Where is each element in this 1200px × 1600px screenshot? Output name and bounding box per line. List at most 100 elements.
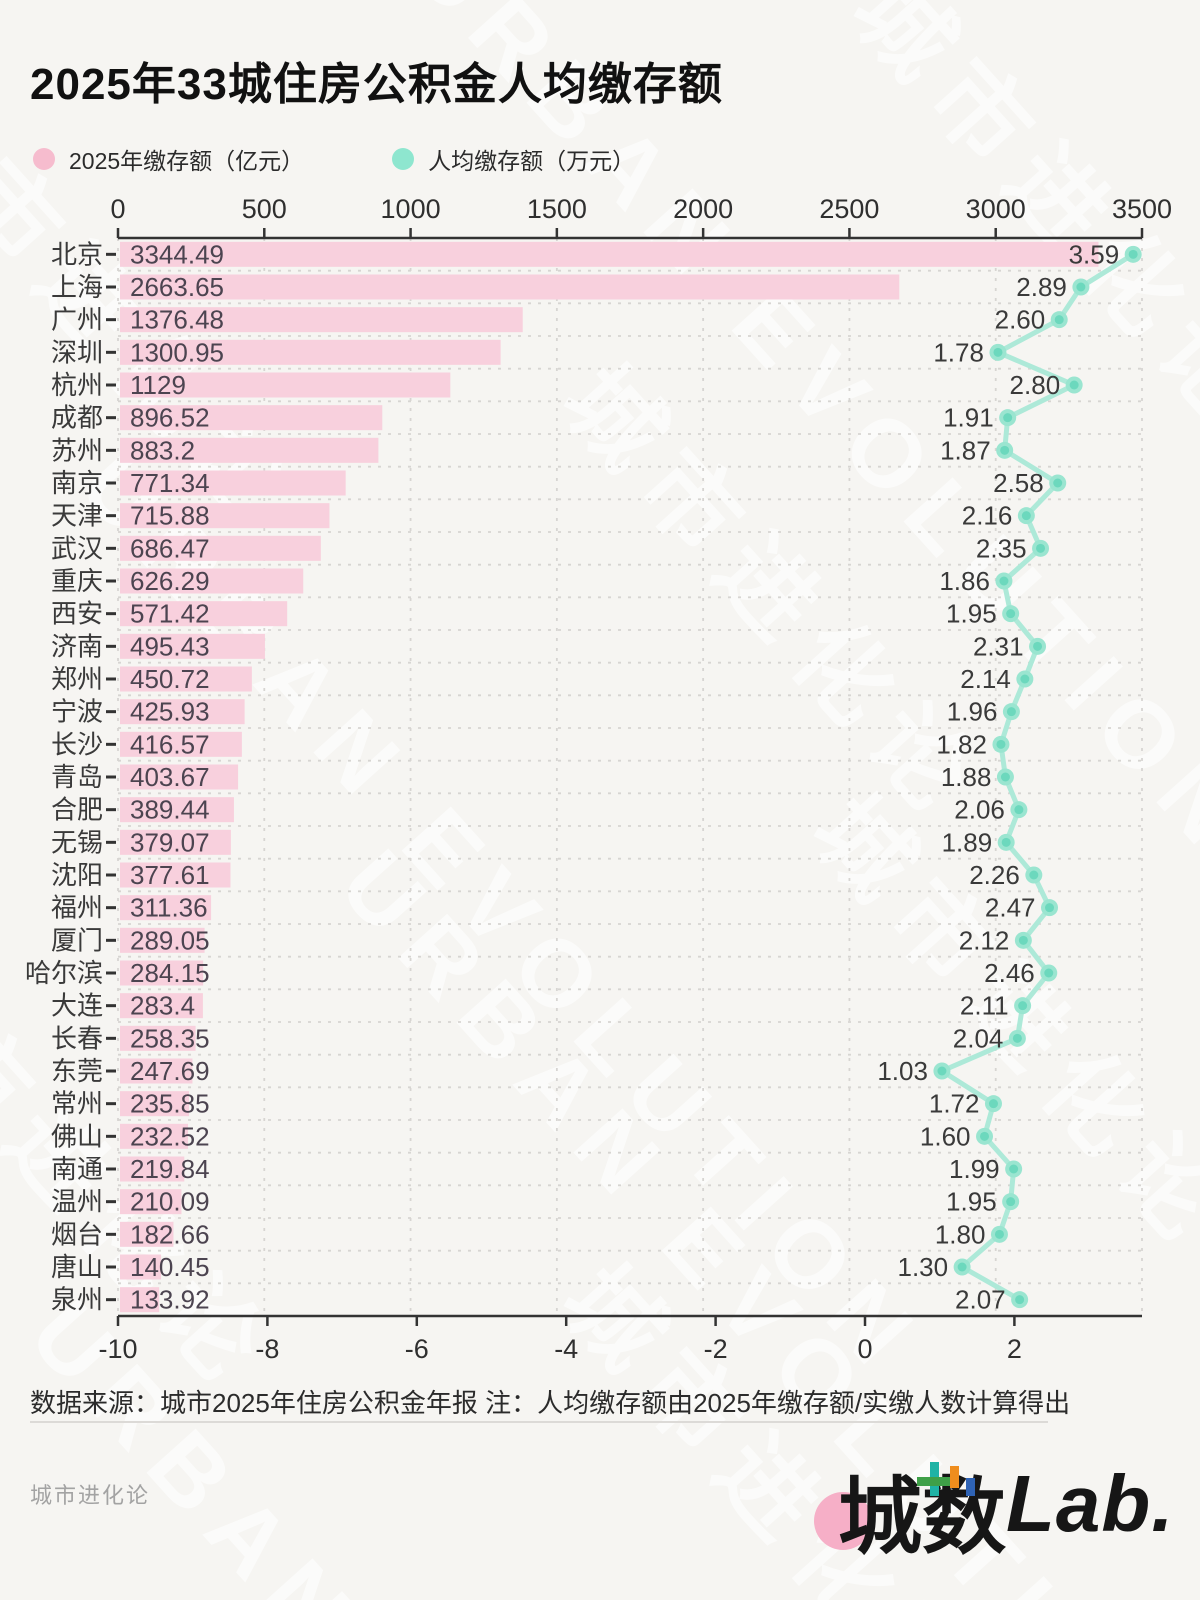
per-capita-value-label: 2.46 [984, 958, 1035, 988]
per-capita-value-label: 1.30 [898, 1252, 949, 1282]
city-label: 杭州 [51, 370, 103, 400]
per-capita-value-label: 1.78 [933, 337, 984, 367]
per-capita-dot-center [1128, 249, 1138, 259]
top-axis-tick-label: 500 [242, 194, 287, 224]
bar-value-label: 771.34 [130, 468, 210, 498]
city-label: 南京 [51, 468, 103, 498]
bar [120, 633, 265, 659]
per-capita-value-label: 2.06 [954, 795, 1005, 825]
per-capita-value-label: 2.80 [1010, 370, 1061, 400]
bar-value-label: 219.84 [130, 1154, 210, 1184]
bar [120, 731, 242, 757]
logo-accent-green [917, 1477, 955, 1486]
per-capita-value-label: 1.72 [929, 1089, 980, 1119]
per-capita-value-label: 1.95 [946, 599, 997, 629]
city-label: 天津 [51, 501, 103, 531]
bar [120, 1189, 182, 1215]
city-label: 苏州 [51, 435, 103, 465]
city-label: 唐山 [51, 1252, 103, 1282]
per-capita-value-label: 2.16 [962, 501, 1013, 531]
bar-value-label: 283.4 [130, 991, 195, 1021]
logo-pink-circle [814, 1492, 872, 1550]
per-capita-value-label: 2.04 [953, 1023, 1004, 1053]
bar-value-label: 896.52 [130, 403, 210, 433]
per-capita-value-label: 1.82 [936, 729, 987, 759]
bar-value-label: 495.43 [130, 631, 210, 661]
per-capita-dot-center [1012, 1033, 1022, 1043]
city-label: 北京 [51, 239, 103, 269]
bar-value-label: 289.05 [130, 925, 210, 955]
page-title: 2025年33城住房公积金人均缴存额 [30, 60, 723, 109]
per-capita-dot-center [937, 1066, 947, 1076]
bar-value-label: 210.09 [130, 1187, 210, 1217]
legend-dot-pink [33, 148, 55, 170]
bar-value-label: 3344.49 [130, 239, 224, 269]
city-label: 济南 [51, 631, 103, 661]
top-axis-tick-label: 2000 [673, 194, 733, 224]
per-capita-value-label: 2.14 [960, 664, 1011, 694]
per-capita-value-label: 2.31 [973, 631, 1024, 661]
bar [120, 601, 288, 627]
footer-divider [30, 1421, 1048, 1423]
logo-accent-orange [950, 1466, 959, 1488]
bar-value-label: 416.57 [130, 729, 210, 759]
city-label: 广州 [51, 305, 103, 335]
top-axis-tick-label: 3000 [966, 194, 1026, 224]
city-label: 长春 [51, 1023, 103, 1053]
per-capita-value-label: 1.99 [949, 1154, 1000, 1184]
city-label: 福州 [51, 893, 103, 923]
bar-value-label: 626.29 [130, 566, 210, 596]
city-label: 泉州 [51, 1285, 103, 1315]
per-capita-value-label: 1.95 [946, 1187, 997, 1217]
bar [120, 829, 231, 855]
city-label: 无锡 [51, 827, 103, 857]
city-label: 沈阳 [51, 860, 103, 890]
per-capita-dot-center [1036, 543, 1046, 553]
bar [120, 1123, 189, 1149]
bar-value-label: 284.15 [130, 958, 210, 988]
city-label: 上海 [51, 272, 103, 302]
bar-value-label: 182.66 [130, 1219, 210, 1249]
per-capita-value-label: 2.12 [959, 925, 1010, 955]
per-capita-dot-center [1045, 903, 1055, 913]
per-capita-value-label: 1.60 [920, 1121, 971, 1151]
city-label: 哈尔滨 [25, 958, 103, 988]
brand-watermark-text: 城市进化论 [30, 1483, 151, 1508]
per-capita-dot-center [1029, 870, 1039, 880]
bar [120, 895, 212, 921]
legend-label-deposit: 2025年缴存额（亿元） [69, 148, 305, 174]
bar [120, 535, 321, 561]
per-capita-dot-center [1006, 609, 1016, 619]
per-capita-value-label: 1.91 [943, 403, 994, 433]
bar [120, 1025, 196, 1051]
per-capita-dot-center [1018, 1001, 1028, 1011]
bar [120, 274, 900, 300]
city-label: 西安 [51, 599, 103, 629]
bar-value-label: 377.61 [130, 860, 210, 890]
per-capita-value-label: 1.96 [947, 697, 998, 727]
bar-value-label: 686.47 [130, 533, 210, 563]
per-capita-dot-center [1000, 445, 1010, 455]
bar [120, 960, 204, 986]
city-label: 温州 [51, 1187, 103, 1217]
bar [120, 1221, 174, 1247]
per-capita-dot-center [1014, 805, 1024, 815]
per-capita-dot-center [994, 1229, 1004, 1239]
bar [120, 437, 379, 463]
city-label: 合肥 [51, 795, 103, 825]
per-capita-dot-center [1018, 935, 1028, 945]
per-capita-dot-center [1076, 282, 1086, 292]
legend-item-deposit: 2025年缴存额（亿元） [33, 142, 304, 176]
bottom-axis-tick-label: -4 [554, 1334, 578, 1364]
city-label: 郑州 [51, 664, 103, 694]
bar [120, 666, 252, 692]
per-capita-value-label: 1.03 [877, 1056, 928, 1086]
bar [120, 1156, 185, 1182]
per-capita-value-label: 2.11 [960, 991, 1009, 1021]
per-capita-value-label: 1.88 [941, 762, 992, 792]
per-capita-dot-center [1009, 1164, 1019, 1174]
bar-value-label: 1129 [130, 370, 186, 400]
brand-logo: 城数 Lab. [810, 1450, 1180, 1570]
bar [120, 699, 245, 725]
